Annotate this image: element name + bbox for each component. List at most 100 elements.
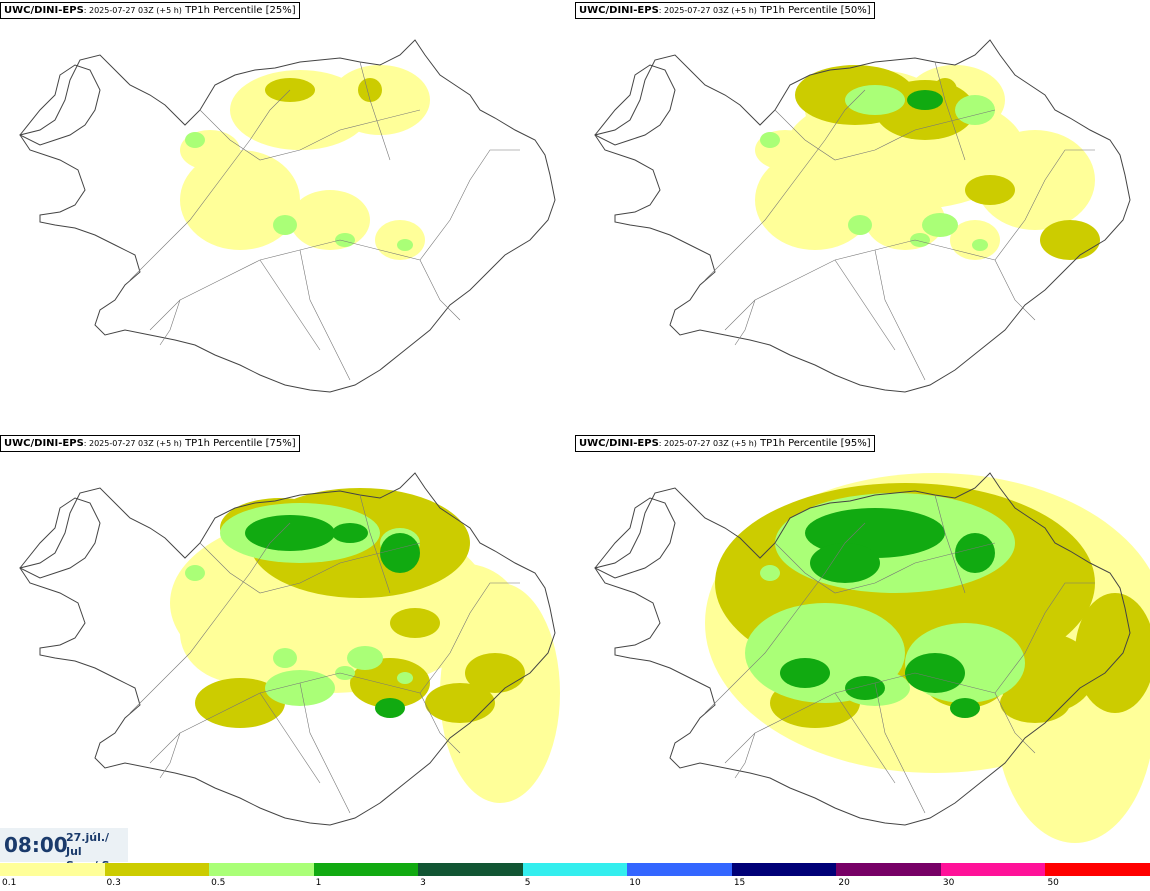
road-line <box>419 582 520 694</box>
road-line <box>774 542 996 594</box>
legend-swatch <box>0 863 105 876</box>
precip-area <box>965 175 1015 205</box>
coastline <box>594 497 676 579</box>
legend-tick: 30 <box>942 878 955 888</box>
precip-area <box>955 533 995 573</box>
road-line <box>259 692 321 784</box>
precip-area <box>425 683 495 723</box>
road-line <box>259 259 321 351</box>
road-line <box>704 522 866 714</box>
legend-tick: 20 <box>838 878 850 888</box>
road-line <box>934 61 966 161</box>
precip-area <box>350 658 430 708</box>
valid-time: 08:00 <box>4 833 68 857</box>
precip-area <box>335 233 355 247</box>
precip-area <box>273 648 297 668</box>
legend-tick: 0.3 <box>106 878 121 888</box>
coastline <box>594 64 676 146</box>
legend-tick: 5 <box>524 878 531 888</box>
precip-area <box>1040 220 1100 260</box>
legend-swatch <box>104 863 210 876</box>
road-line <box>734 299 756 346</box>
precip-area <box>265 670 335 706</box>
coastline <box>19 497 101 579</box>
road-line <box>874 249 926 381</box>
legend-swatch <box>940 863 1046 876</box>
road-line <box>299 249 351 381</box>
panel-title: UWC/DINI-EPS: 2025-07-27 03Z (+5 h) TP1h… <box>575 435 875 452</box>
legend-tick: 1 <box>315 878 322 888</box>
precip-area <box>397 239 413 251</box>
road-line <box>994 582 1095 694</box>
road-line <box>159 299 181 346</box>
precip-area <box>332 523 368 543</box>
precip-area <box>245 515 335 551</box>
coastline <box>19 64 101 146</box>
road-line <box>734 732 756 779</box>
legend-bar <box>0 863 1150 876</box>
map-panel-p75: UWC/DINI-EPS: 2025-07-27 03Z (+5 h) TP1h… <box>0 433 575 863</box>
panel-title: UWC/DINI-EPS: 2025-07-27 03Z (+5 h) TP1h… <box>0 435 300 452</box>
panel-title: UWC/DINI-EPS: 2025-07-27 03Z (+5 h) TP1h… <box>0 2 300 19</box>
precip-area <box>845 85 905 115</box>
precip-area <box>845 676 885 700</box>
coastline <box>594 472 1131 826</box>
coastline <box>19 39 556 393</box>
precip-area <box>975 130 1095 230</box>
iceland-map <box>594 472 1150 843</box>
precip-area <box>950 698 980 718</box>
legend-swatch <box>836 863 941 876</box>
legend-swatch <box>418 863 523 876</box>
coastline <box>19 472 556 826</box>
road-line <box>159 732 181 779</box>
precip-area <box>180 150 300 250</box>
panel-title: UWC/DINI-EPS: 2025-07-27 03Z (+5 h) TP1h… <box>575 2 875 19</box>
precip-area <box>375 698 405 718</box>
precip-area <box>848 215 872 235</box>
valid-time-box: 08:00 27.júl./ Jul Sun./ Sun <box>0 828 128 872</box>
road-line <box>149 672 421 764</box>
precip-area <box>185 565 205 581</box>
road-line <box>199 542 421 594</box>
road-line <box>149 239 421 331</box>
precip-area <box>780 658 830 688</box>
precip-area <box>465 653 525 693</box>
road-line <box>199 109 421 161</box>
iceland-map <box>19 472 560 826</box>
precip-area <box>330 65 430 135</box>
road-line <box>934 494 966 594</box>
road-line <box>724 672 996 764</box>
iceland-map <box>19 39 556 393</box>
precip-area <box>380 533 420 573</box>
road-line <box>724 239 996 331</box>
precip-area <box>347 646 383 670</box>
date-line-1: 27.júl./ Jul <box>66 831 110 858</box>
road-line <box>419 259 461 321</box>
precip-area <box>390 608 440 638</box>
legend-tick: 15 <box>733 878 746 888</box>
precip-area <box>972 239 988 251</box>
precip-area <box>905 653 965 693</box>
coastline <box>594 39 1131 393</box>
precip-area <box>273 215 297 235</box>
legend-tick: 0.1 <box>2 878 17 888</box>
road-line <box>704 89 866 281</box>
color-legend: 0.1 0.3 0.5 1 3 5 10 15 20 30 50 <box>0 863 1150 891</box>
road-line <box>129 89 291 281</box>
iceland-map <box>594 39 1131 393</box>
precip-area <box>335 666 355 680</box>
legend-swatch <box>1045 863 1150 876</box>
legend-swatch <box>627 863 732 876</box>
map-panel-p95: UWC/DINI-EPS: 2025-07-27 03Z (+5 h) TP1h… <box>575 433 1150 863</box>
legend-swatch <box>522 863 628 876</box>
road-line <box>299 682 351 814</box>
precip-area <box>950 220 1000 260</box>
precip-area <box>185 132 205 148</box>
road-line <box>834 259 896 351</box>
map-panel-p25: UWC/DINI-EPS: 2025-07-27 03Z (+5 h) TP1h… <box>0 0 575 430</box>
precip-area <box>375 220 425 260</box>
legend-tick: 10 <box>629 878 641 888</box>
road-line <box>419 692 461 754</box>
road-line <box>994 692 1036 754</box>
road-line <box>834 692 896 784</box>
